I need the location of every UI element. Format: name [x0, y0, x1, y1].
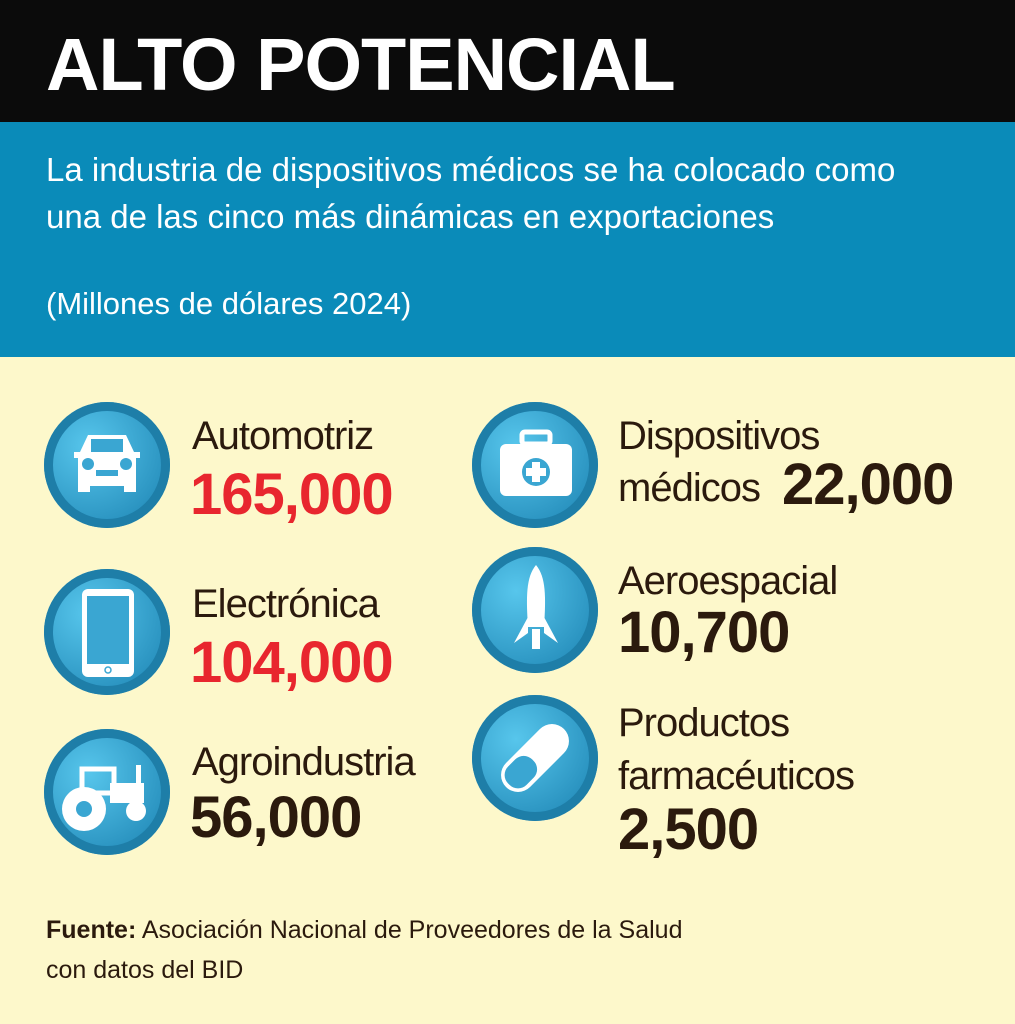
item-value: 165,000	[190, 462, 394, 527]
page-title: ALTO POTENCIAL	[46, 23, 676, 106]
tablet-icon	[44, 569, 170, 695]
source-note: Fuente: Asociación Nacional de Proveedor…	[46, 910, 696, 990]
item-label-line2: médicos	[618, 466, 761, 510]
source-label: Fuente:	[46, 916, 137, 944]
subtitle-band	[0, 122, 1015, 357]
item-value: 56,000	[190, 785, 362, 850]
rocket-icon	[472, 547, 598, 673]
item-value: 22,000	[782, 452, 954, 517]
item-label: Electrónica	[192, 582, 380, 626]
tractor-icon	[44, 729, 170, 855]
item-value: 2,500	[618, 797, 759, 862]
item-value: 10,700	[618, 600, 790, 665]
item-label: Productos	[618, 701, 790, 745]
item-label: Automotriz	[192, 414, 374, 458]
source-text: Asociación Nacional de Proveedores de la…	[46, 916, 683, 984]
unit-label: (Millones de dólares 2024)	[46, 286, 412, 321]
item-value: 104,000	[190, 630, 394, 695]
medical-kit-icon	[472, 402, 598, 528]
item-label: Aeroespacial	[618, 559, 838, 603]
car-icon	[44, 402, 170, 528]
item-label: Agroindustria	[192, 740, 416, 784]
pill-icon	[472, 695, 598, 821]
subtitle: La industria de dispositivos médicos se …	[46, 151, 896, 235]
item-label: Dispositivos	[618, 414, 820, 458]
title-band	[0, 0, 1015, 122]
item-label-line2: farmacéuticos	[618, 754, 855, 798]
